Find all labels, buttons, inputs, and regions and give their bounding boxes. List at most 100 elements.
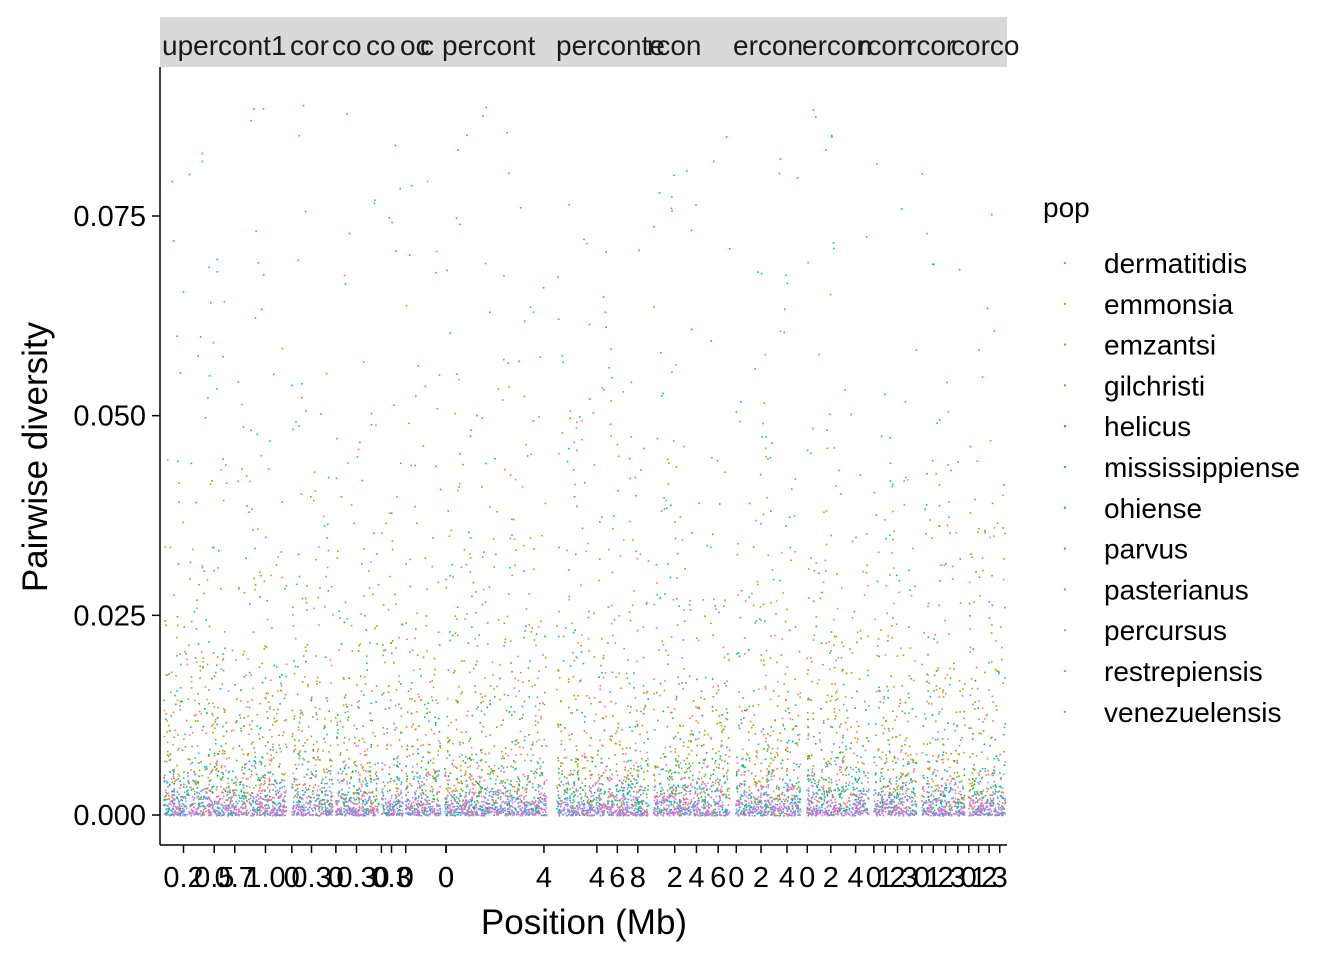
data-point: [570, 807, 573, 810]
data-point: [382, 792, 384, 794]
data-point: [623, 804, 626, 806]
data-point: [370, 812, 372, 814]
data-point: [499, 805, 501, 807]
data-point: [297, 791, 300, 793]
data-point: [220, 766, 223, 769]
data-point: [520, 813, 523, 815]
data-point: [624, 813, 626, 815]
data-point: [299, 797, 301, 799]
data-point: [447, 510, 449, 512]
data-point: [415, 808, 418, 810]
data-point: [370, 424, 373, 426]
data-point: [502, 785, 505, 787]
data-point: [465, 563, 468, 566]
data-point: [504, 747, 507, 749]
data-point: [353, 742, 356, 745]
data-point: [532, 786, 534, 788]
data-point: [168, 798, 170, 800]
data-point: [456, 802, 458, 804]
data-point: [393, 722, 395, 725]
data-point: [206, 712, 208, 714]
data-point: [371, 809, 374, 812]
data-point: [251, 812, 254, 815]
data-point: [330, 586, 333, 588]
data-point: [202, 660, 204, 663]
data-point: [203, 808, 205, 811]
data-point: [354, 760, 357, 763]
data-point: [461, 790, 464, 792]
data-point: [599, 788, 602, 791]
data-point: [523, 636, 525, 639]
data-point: [342, 778, 345, 781]
data-point: [460, 566, 463, 568]
data-point: [415, 395, 417, 398]
data-point: [192, 803, 194, 805]
data-point: [201, 160, 204, 163]
data-point: [474, 807, 476, 809]
data-point: [364, 614, 366, 617]
data-point: [420, 794, 423, 797]
data-point: [572, 773, 574, 776]
data-point: [281, 501, 283, 503]
data-point: [414, 637, 416, 640]
data-point: [243, 795, 245, 797]
data-point: [468, 803, 471, 806]
data-point: [228, 797, 230, 799]
data-point: [632, 805, 634, 807]
data-point: [702, 599, 705, 601]
data-point: [280, 682, 282, 685]
data-point: [419, 775, 421, 777]
data-point: [186, 813, 188, 816]
data-point: [643, 771, 645, 773]
data-point: [636, 723, 639, 725]
data-point: [337, 813, 340, 815]
data-point: [619, 740, 621, 743]
data-point: [182, 813, 185, 816]
data-point: [268, 814, 271, 816]
data-point: [170, 796, 173, 798]
data-point: [584, 757, 586, 759]
data-point: [507, 813, 509, 815]
data-point: [255, 808, 258, 811]
data-point: [262, 775, 264, 777]
data-point: [449, 810, 451, 812]
data-point: [510, 804, 513, 807]
data-point: [370, 560, 372, 563]
data-point: [521, 811, 523, 813]
data-point: [285, 585, 288, 587]
data-point: [433, 657, 436, 660]
data-point: [496, 802, 498, 804]
data-point: [340, 812, 343, 815]
data-point: [366, 762, 369, 765]
data-point: [372, 801, 374, 804]
data-point: [566, 797, 569, 799]
data-point: [170, 671, 173, 674]
data-point: [279, 787, 281, 790]
data-point: [544, 811, 547, 813]
data-point: [562, 660, 565, 662]
data-point: [436, 809, 439, 811]
data-point: [398, 777, 401, 780]
data-point: [486, 787, 489, 789]
data-point: [460, 788, 462, 790]
data-point: [297, 729, 300, 731]
data-point: [478, 808, 480, 811]
data-point: [365, 808, 368, 810]
data-point: [343, 742, 345, 744]
data-point: [458, 486, 460, 488]
data-point: [421, 811, 424, 814]
data-point: [387, 608, 390, 611]
data-point: [447, 801, 449, 803]
data-point: [580, 584, 582, 586]
data-point: [340, 795, 342, 797]
data-point: [222, 458, 224, 460]
data-point: [265, 646, 268, 648]
data-point: [163, 804, 165, 806]
data-point: [511, 794, 513, 797]
data-point: [225, 786, 228, 789]
data-point: [496, 775, 499, 778]
data-point: [324, 726, 326, 728]
data-point: [446, 807, 449, 810]
data-point: [429, 803, 431, 805]
data-point: [221, 810, 223, 813]
